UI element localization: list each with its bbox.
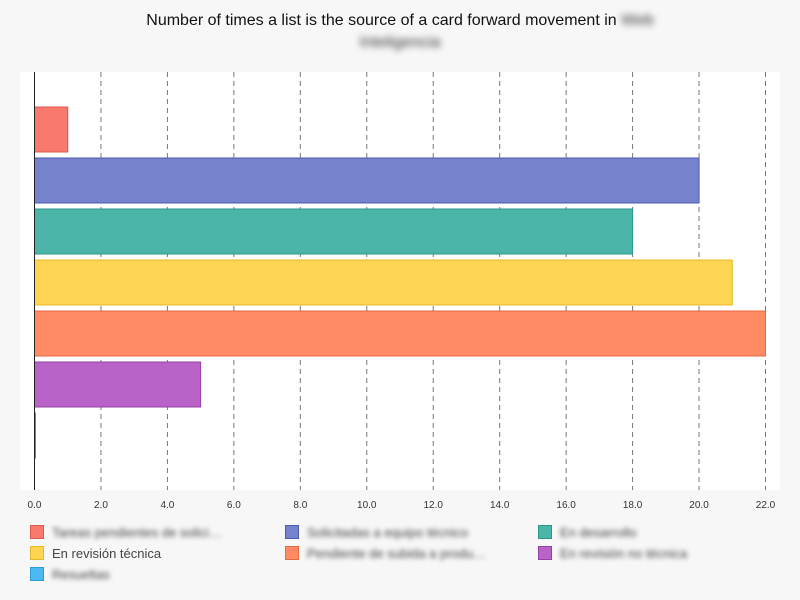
bar[interactable] <box>34 361 202 408</box>
legend-swatch <box>285 546 299 560</box>
bar[interactable] <box>34 208 634 255</box>
x-tick-label: 12.0 <box>423 500 443 511</box>
legend-item[interactable]: Pendiente de subida a produ… <box>285 543 486 563</box>
legend-label: Resueltas <box>52 566 110 582</box>
legend-swatch <box>538 525 552 539</box>
bar[interactable] <box>34 310 766 357</box>
x-tick-label: 16.0 <box>556 500 576 511</box>
x-tick-label: 6.0 <box>227 500 241 511</box>
legend-item[interactable]: Tareas pendientes de solici… <box>30 522 222 542</box>
legend-label: Tareas pendientes de solici… <box>52 524 222 540</box>
legend-item[interactable]: En revisión técnica <box>30 543 161 563</box>
x-tick-label: 2.0 <box>94 500 108 511</box>
legend-item[interactable]: Resueltas <box>30 564 110 584</box>
legend-label: En desarrollo <box>560 524 637 540</box>
legend-item[interactable]: Solicitadas a equipo técnico <box>285 522 468 542</box>
bar[interactable] <box>34 106 69 153</box>
legend-swatch <box>285 525 299 539</box>
x-tick-label: 8.0 <box>293 500 307 511</box>
x-tick-label: 14.0 <box>490 500 510 511</box>
chart-title-text: Number of times a list is the source of … <box>146 12 617 29</box>
legend-swatch <box>30 567 44 581</box>
legend-item[interactable]: En desarrollo <box>538 522 637 542</box>
chart-title-obscured: Web <box>621 12 654 29</box>
chart-title-obscured-line2: Inteligencia <box>359 34 441 51</box>
x-tick-label: 22.0 <box>756 500 776 511</box>
bar[interactable] <box>34 259 733 306</box>
legend-label: Pendiente de subida a produ… <box>307 545 487 561</box>
legend-swatch <box>30 546 44 560</box>
x-tick-label: 0.0 <box>28 500 42 511</box>
legend-swatch <box>30 525 44 539</box>
legend-label: En revisión no técnica <box>560 545 688 561</box>
bar[interactable] <box>34 157 700 204</box>
x-tick-label: 10.0 <box>357 500 377 511</box>
legend-item[interactable]: En revisión no técnica <box>538 543 687 563</box>
chart-title: Number of times a list is the source of … <box>0 10 800 54</box>
x-tick-label: 18.0 <box>623 500 643 511</box>
x-tick-label: 4.0 <box>160 500 174 511</box>
legend-label: Solicitadas a equipo técnico <box>307 524 469 540</box>
x-tick-label: 20.0 <box>689 500 709 511</box>
legend-swatch <box>538 546 552 560</box>
legend-label: En revisión técnica <box>52 545 162 561</box>
